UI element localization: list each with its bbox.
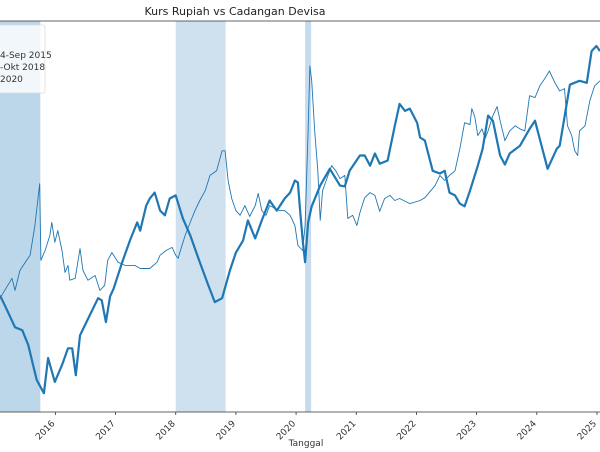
series-line-thick bbox=[0, 44, 600, 395]
series-line-thin bbox=[0, 65, 600, 299]
x-tick-label: 2022 bbox=[395, 419, 418, 442]
x-axis-label: Tanggal bbox=[288, 439, 324, 449]
x-axis-ticks: 2015201620172018201920202021202220232024… bbox=[34, 412, 599, 442]
shaded-period bbox=[305, 21, 312, 412]
x-tick-label: 2024 bbox=[516, 419, 539, 442]
series-lines bbox=[0, 44, 600, 395]
legend-entry: 4-Sep 2015 bbox=[0, 51, 52, 61]
legend-entry: -Okt 2018 bbox=[0, 63, 45, 73]
x-tick-label: 2025 bbox=[576, 419, 599, 442]
legend-entry: 2020 bbox=[0, 75, 23, 85]
shaded-period bbox=[175, 21, 226, 412]
x-tick-label: 2017 bbox=[94, 419, 117, 442]
x-tick-label: 2021 bbox=[335, 419, 358, 442]
x-tick-label: 2018 bbox=[155, 419, 178, 442]
x-tick-label: 2019 bbox=[215, 419, 238, 442]
x-tick-label: 2016 bbox=[34, 419, 57, 442]
chart-title: Kurs Rupiah vs Cadangan Devisa bbox=[144, 5, 325, 18]
x-tick-label: 2023 bbox=[455, 419, 478, 442]
legend: 4-Sep 2015 -Okt 2018 2020 bbox=[0, 24, 52, 94]
legend-box bbox=[0, 24, 46, 94]
